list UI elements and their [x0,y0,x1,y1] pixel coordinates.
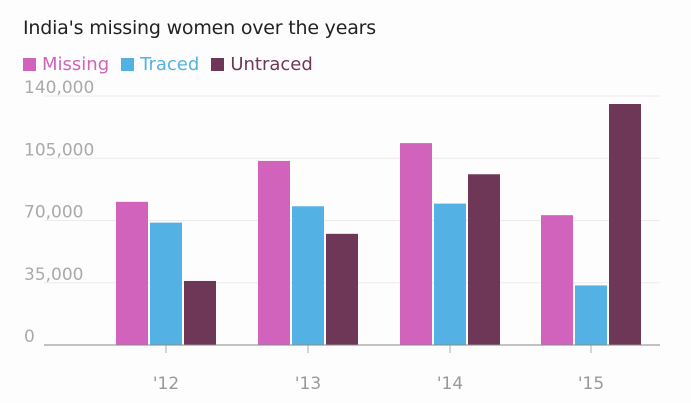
legend-label-untraced: Untraced [230,54,313,75]
chart-legend: Missing Traced Untraced [23,54,325,75]
legend-swatch-missing [23,58,36,71]
y-tick-label: 35,000 [24,265,83,285]
bar-untraced-1 [184,280,216,345]
bar-traced-1 [150,222,182,345]
bar-untraced-4 [609,104,641,345]
bar-untraced-3 [468,174,500,345]
bar-missing-4 [541,215,573,345]
bar-traced-3 [434,203,466,345]
chart-title: India's missing women over the years [23,17,376,39]
y-tick-label: 105,000 [24,140,94,160]
bar-missing-2 [258,160,290,345]
x-tick-label: '15 [578,374,604,394]
legend-item-missing: Missing [23,54,109,75]
legend-item-traced: Traced [121,54,199,75]
legend-item-untraced: Untraced [211,54,313,75]
bar-traced-4 [575,285,607,345]
bar-missing-1 [116,201,148,345]
legend-label-traced: Traced [140,54,200,75]
legend-swatch-untraced [211,58,225,71]
y-tick-label: 70,000 [24,203,83,223]
bar-traced-2 [292,206,324,345]
x-tick-label: '13 [295,374,321,394]
legend-swatch-traced [121,58,135,71]
legend-label-missing: Missing [42,54,110,75]
bar-missing-3 [400,143,432,345]
x-tick-label: '14 [437,374,463,394]
x-tick-label: '12 [153,374,179,394]
y-tick-label: 140,000 [24,78,94,98]
y-tick-label: 0 [24,327,35,347]
bar-untraced-2 [326,233,358,345]
